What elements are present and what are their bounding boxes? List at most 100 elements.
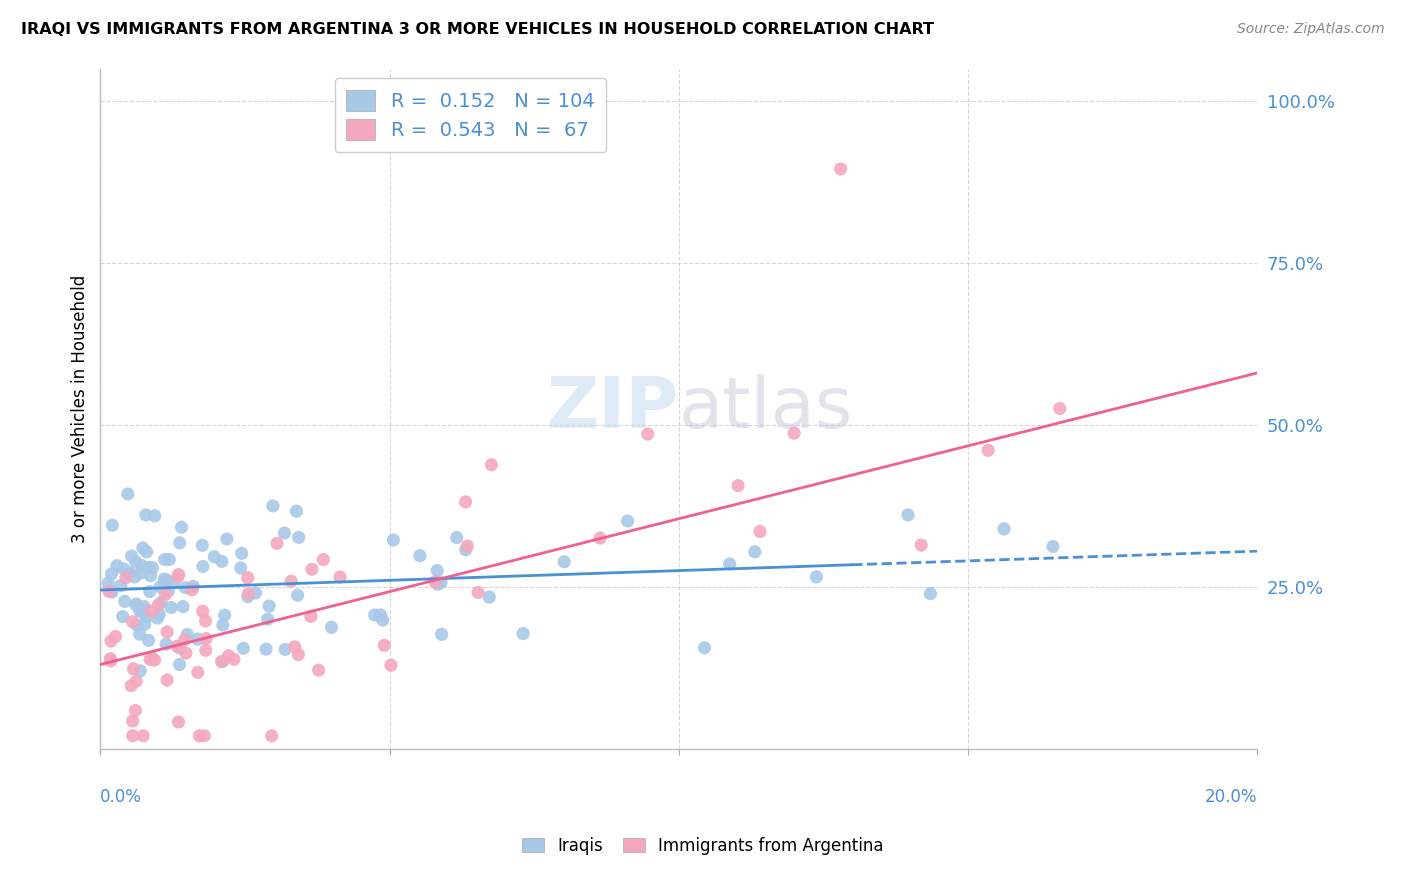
Point [141,650,163,665]
Point [125,599,148,613]
Point [174,581,197,595]
Point [155,637,177,651]
Point [236,590,259,604]
Point [284,640,307,654]
Point [124,570,146,584]
Point [481,458,503,472]
Text: 0.0%: 0.0% [100,788,142,805]
Point [238,587,260,601]
Point [129,566,152,580]
Point [138,560,160,574]
Point [172,599,194,614]
Point [122,662,145,676]
Point [100,654,122,668]
Point [173,632,195,647]
Point [254,642,277,657]
Point [187,632,209,647]
Point [100,566,122,581]
Point [371,613,394,627]
Point [150,595,173,609]
Point [153,552,176,566]
Point [373,638,395,652]
Point [132,606,155,620]
Point [110,579,132,593]
Point [125,674,148,689]
Point [98,584,121,599]
Point [157,583,180,598]
Point [169,657,191,672]
Point [260,729,283,743]
Point [101,585,124,599]
Point [163,575,186,590]
Point [273,526,295,541]
Text: IRAQI VS IMMIGRANTS FROM ARGENTINA 3 OR MORE VEHICLES IN HOUSEHOLD CORRELATION C: IRAQI VS IMMIGRANTS FROM ARGENTINA 3 OR … [21,22,934,37]
Point [176,627,198,641]
Point [195,632,218,646]
Point [138,584,160,599]
Point [426,564,449,578]
Point [748,524,770,539]
Point [236,571,259,585]
Text: Source: ZipAtlas.com: Source: ZipAtlas.com [1237,22,1385,37]
Point [141,604,163,618]
Point [100,634,122,648]
Point [312,552,335,566]
Point [425,574,447,589]
Point [167,714,190,729]
Point [287,530,309,544]
Point [783,426,806,441]
Point [131,558,153,573]
Point [380,658,402,673]
Point [101,518,124,533]
Point [589,531,612,545]
Point [287,648,309,662]
Point [194,614,217,628]
Point [262,499,284,513]
Point [104,630,127,644]
Point [454,542,477,557]
Point [138,633,160,648]
Point [128,604,150,618]
Point [222,652,245,666]
Point [169,641,191,656]
Text: ZIP: ZIP [547,374,679,443]
Point [156,673,179,687]
Point [215,532,238,546]
Y-axis label: 3 or more Vehicles in Household: 3 or more Vehicles in Household [72,275,89,542]
Point [157,552,180,566]
Point [135,610,157,624]
Point [111,609,134,624]
Point [301,562,323,576]
Point [174,646,197,660]
Point [446,531,468,545]
Point [830,161,852,176]
Point [141,560,163,574]
Point [285,504,308,518]
Point [143,653,166,667]
Point [156,625,179,640]
Point [211,618,233,632]
Point [430,627,453,641]
Point [211,655,233,669]
Point [125,555,148,569]
Point [329,570,352,584]
Point [193,729,215,743]
Point [382,533,405,547]
Point [166,639,188,653]
Point [160,600,183,615]
Point [121,615,143,629]
Point [718,557,741,571]
Point [744,545,766,559]
Point [274,642,297,657]
Point [115,571,138,585]
Point [188,729,211,743]
Point [118,566,141,580]
Point [167,569,190,583]
Point [97,576,120,591]
Point [202,549,225,564]
Point [211,554,233,568]
Point [232,641,254,656]
Point [125,618,148,632]
Point [693,640,716,655]
Point [132,541,155,555]
